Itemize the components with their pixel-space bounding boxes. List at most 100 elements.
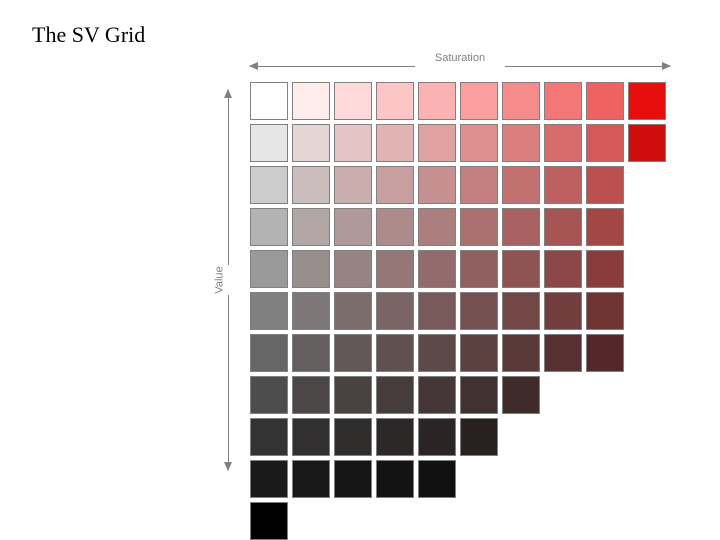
swatch bbox=[460, 376, 498, 414]
grid-row bbox=[250, 292, 670, 334]
swatch bbox=[418, 82, 456, 120]
swatch bbox=[460, 250, 498, 288]
swatch bbox=[292, 376, 330, 414]
swatch bbox=[334, 376, 372, 414]
swatch bbox=[418, 166, 456, 204]
swatch bbox=[334, 292, 372, 330]
swatch bbox=[250, 166, 288, 204]
swatch bbox=[292, 82, 330, 120]
swatch bbox=[460, 166, 498, 204]
swatch bbox=[376, 208, 414, 246]
swatch bbox=[292, 334, 330, 372]
swatch bbox=[292, 292, 330, 330]
value-axis-label: Value bbox=[214, 266, 226, 293]
grid-row bbox=[250, 82, 670, 124]
swatch bbox=[544, 292, 582, 330]
swatch bbox=[460, 292, 498, 330]
swatch bbox=[628, 82, 666, 120]
swatch bbox=[502, 208, 540, 246]
swatch bbox=[418, 460, 456, 498]
swatch bbox=[250, 502, 288, 540]
page-title: The SV Grid bbox=[32, 22, 145, 48]
swatch bbox=[586, 166, 624, 204]
swatch bbox=[502, 166, 540, 204]
swatch bbox=[334, 166, 372, 204]
swatch bbox=[376, 124, 414, 162]
arrow-right-icon bbox=[662, 62, 671, 70]
swatch bbox=[250, 208, 288, 246]
swatch bbox=[334, 124, 372, 162]
swatch bbox=[376, 376, 414, 414]
swatch bbox=[460, 208, 498, 246]
swatch bbox=[292, 250, 330, 288]
grid-row bbox=[250, 460, 670, 502]
swatch bbox=[502, 124, 540, 162]
swatch bbox=[250, 376, 288, 414]
swatch bbox=[418, 208, 456, 246]
swatch bbox=[292, 208, 330, 246]
swatch bbox=[334, 460, 372, 498]
swatch bbox=[334, 82, 372, 120]
swatch bbox=[250, 82, 288, 120]
swatch bbox=[250, 292, 288, 330]
swatch bbox=[502, 334, 540, 372]
swatch bbox=[586, 250, 624, 288]
swatch bbox=[418, 376, 456, 414]
grid-row bbox=[250, 124, 670, 166]
arrow-down-icon bbox=[224, 462, 232, 471]
swatch bbox=[292, 166, 330, 204]
swatch bbox=[376, 292, 414, 330]
swatch bbox=[250, 334, 288, 372]
swatch bbox=[376, 460, 414, 498]
saturation-axis: Saturation bbox=[250, 56, 670, 76]
grid-row bbox=[250, 208, 670, 250]
swatch bbox=[334, 334, 372, 372]
swatch bbox=[334, 208, 372, 246]
swatch bbox=[292, 460, 330, 498]
swatch bbox=[334, 250, 372, 288]
swatch bbox=[460, 418, 498, 456]
swatch bbox=[460, 82, 498, 120]
swatch bbox=[376, 82, 414, 120]
grid-row bbox=[250, 376, 670, 418]
swatch bbox=[376, 250, 414, 288]
swatch bbox=[250, 418, 288, 456]
swatch bbox=[586, 292, 624, 330]
swatch bbox=[376, 334, 414, 372]
swatch bbox=[628, 124, 666, 162]
value-axis: Value bbox=[216, 90, 236, 470]
swatch bbox=[418, 250, 456, 288]
swatch bbox=[502, 292, 540, 330]
swatch bbox=[586, 208, 624, 246]
swatch bbox=[502, 82, 540, 120]
swatch bbox=[250, 250, 288, 288]
swatch bbox=[376, 418, 414, 456]
swatch bbox=[502, 250, 540, 288]
swatch bbox=[586, 82, 624, 120]
swatch bbox=[460, 334, 498, 372]
grid-row bbox=[250, 250, 670, 292]
swatch bbox=[250, 124, 288, 162]
swatch bbox=[544, 166, 582, 204]
grid-row bbox=[250, 166, 670, 208]
swatch bbox=[586, 334, 624, 372]
axis-line bbox=[505, 66, 670, 67]
swatch bbox=[418, 418, 456, 456]
saturation-axis-label: Saturation bbox=[250, 52, 670, 64]
swatch bbox=[586, 124, 624, 162]
swatch bbox=[250, 460, 288, 498]
grid-row bbox=[250, 418, 670, 460]
grid-row bbox=[250, 334, 670, 376]
swatch bbox=[544, 334, 582, 372]
axis-line bbox=[228, 295, 229, 470]
swatch bbox=[544, 208, 582, 246]
axis-line bbox=[228, 90, 229, 265]
swatch bbox=[418, 124, 456, 162]
swatch bbox=[502, 376, 540, 414]
swatch bbox=[544, 250, 582, 288]
swatch bbox=[418, 292, 456, 330]
swatch bbox=[460, 124, 498, 162]
swatch bbox=[334, 418, 372, 456]
swatch bbox=[292, 418, 330, 456]
sv-grid bbox=[250, 82, 670, 540]
